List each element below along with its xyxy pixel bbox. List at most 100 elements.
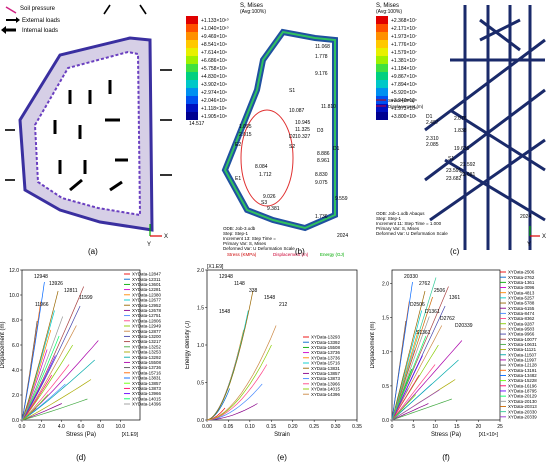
chart-annotation: D20339 [455, 323, 473, 329]
chart-annotation: 1361 [449, 295, 460, 301]
series-line [391, 316, 430, 421]
y-tick-label: 12.0 [9, 268, 19, 274]
y-tick-label: 2.0 [382, 282, 389, 288]
b-annotation: 9.026 [263, 194, 276, 200]
b-annotation: 10.327 [295, 134, 311, 140]
chart-e: 0.00 0.05 0.10 0.15 0.20 0.25 0.30 0.35 0.0 0.5 1.… [185, 262, 370, 464]
b-annotation: 11.068 [315, 44, 330, 50]
y-tick-label: 1.0 [382, 350, 389, 356]
legend-entry: XYData-13292 [132, 355, 161, 360]
legend-entry: XYData-11121 [508, 347, 537, 352]
x-tick-label: 0.20 [288, 424, 298, 430]
legend-entry: XYData-10631 [508, 342, 537, 347]
legend-entry: XYData-15508 [311, 345, 340, 350]
chart-annotation: 11599 [79, 295, 93, 301]
series-line [391, 335, 427, 421]
scale-label: +9.867×10⁶ [391, 74, 417, 80]
y-tick-label: 0.5 [382, 384, 389, 390]
b-annotation: E1 [235, 176, 241, 182]
b-annotation: 11.810 [321, 104, 336, 110]
x-multiplier: [X1.E9] [122, 432, 139, 438]
scale-swatch [376, 112, 388, 120]
series-line [391, 374, 420, 421]
scale-label: +9.469×10⁹ [201, 34, 227, 40]
legend-entry: XYData-13873 [132, 386, 161, 391]
legend-entry: XYData-9966 [508, 332, 535, 337]
svg-text:Deformed Var: U Deformation: Deformed Var: U Deformation Scale [376, 231, 448, 236]
series-line [21, 359, 95, 421]
scale-swatch [186, 112, 198, 120]
c-annotation: 21.592 [460, 162, 476, 168]
y-tick-label: 2.0 [197, 268, 204, 274]
svg-text:Increment 13: Step Time =: Increment 13: Step Time = [223, 236, 276, 241]
legend-entry: XYData-13736 [311, 350, 340, 355]
scale-swatch [376, 80, 388, 88]
chart-annotation: 1548 [219, 309, 230, 315]
series-line [391, 340, 463, 421]
chart-annotation: 11966 [35, 302, 49, 308]
b-annotation: 8.084 [255, 164, 268, 170]
y-tick-label: 0.0 [197, 418, 204, 424]
legend-entry: XYData-12806 [132, 318, 161, 323]
legend-entry: XYData-13831 [132, 376, 161, 381]
panel-b-figure: S, Mises (Avg:100%) +1.133×10¹⁰ +1.040×10… [186, 3, 348, 257]
scale-swatch [186, 88, 198, 96]
scale-label: +3.947×10⁶ [391, 98, 417, 104]
chart-annotation: 212 [279, 302, 288, 308]
scale-swatch [376, 40, 388, 48]
scale-swatch [186, 72, 198, 80]
legend-entry: XYData-6155 [508, 306, 535, 311]
c-bolt-network [424, 5, 546, 250]
c-annotation: 23.682 [446, 176, 462, 182]
x-tick-label: 0 [391, 424, 394, 430]
b-annotation: D2 [289, 134, 296, 140]
scale-swatch [376, 104, 388, 112]
panel-a-figure: Soil pressure External loads Internal lo… [1, 4, 172, 256]
chart-f-svg: 0 5 10 15 20 25 0.0 0.5 1.0 1.5 2.0 Stress (Pa) Disp… [370, 270, 537, 462]
x-tick-label: 8.0 [97, 424, 104, 430]
scale-swatch [376, 16, 388, 24]
x-tick-label: 4.0 [58, 424, 65, 430]
series-line [391, 398, 452, 421]
scale-label: +2.171×10⁷ [391, 26, 417, 32]
panel-a: Soil pressure External loads Internal lo… [0, 0, 185, 258]
legend-entry: XYData-11507 [508, 352, 537, 357]
chart-panel-label: (e) [277, 453, 287, 462]
svg-text:Increment 11: Step Time =: Increment 11: Step Time = 1.000 [376, 221, 442, 226]
legend-entry: XYData-12678 [132, 308, 161, 313]
legend-entry: XYData-12952 [132, 303, 161, 308]
scale-swatch [376, 48, 388, 56]
x-tick-label: 10 [432, 424, 438, 430]
legend-entry: XYData-15716 [132, 370, 161, 375]
chart-d-svg: 0.0 2.0 4.0 6.0 8.0 10.0 0.0 2.0 4.0 6.0 8.0 10.0 12… [0, 268, 161, 462]
b-annotation: 8.830 [315, 172, 328, 178]
y-tick-label: 0.0 [12, 418, 19, 424]
x-tick-label: 25 [497, 424, 503, 430]
series-line [21, 281, 45, 421]
legend-entry: XYData-13736 [311, 355, 340, 360]
series-line [206, 344, 272, 421]
svg-text:Stress (MPa): Stress (MPa) [388, 98, 415, 103]
scale-swatch [376, 72, 388, 80]
legend-entry: XYData-13601 [132, 282, 161, 287]
scale-swatch [186, 56, 198, 64]
scale-label: +5.920×10⁶ [391, 90, 417, 96]
scale-swatch [376, 88, 388, 96]
legend-entry: XYData-14396 [132, 402, 161, 407]
b-annotations: 11.068 1.778 9.176 S1 10.087 1.095 2.015 E2 10.9… [189, 44, 348, 220]
chart-panel-label: (d) [76, 453, 86, 462]
legend-entry: XYData-12281 [132, 287, 161, 292]
x-axis-label: Stress (Pa) [431, 432, 461, 438]
b-annotation: D3 [317, 128, 324, 134]
chart-panel-label: (f) [442, 453, 450, 462]
legend-entry: XYData-20330 [508, 409, 537, 414]
series-line [21, 379, 92, 421]
c-legend-title: S, Mises [376, 3, 399, 9]
series-line [21, 364, 70, 421]
scale-swatch [376, 56, 388, 64]
b-annotation: 9.176 [315, 71, 328, 77]
c-mini-legend: Stress (MPa) Displacement (m) [376, 98, 424, 109]
legend-entry: XYData-13966 [132, 391, 161, 396]
legend-entry: XYData-13253 [132, 350, 161, 355]
legend-entry: XYData-13392 [311, 340, 340, 345]
